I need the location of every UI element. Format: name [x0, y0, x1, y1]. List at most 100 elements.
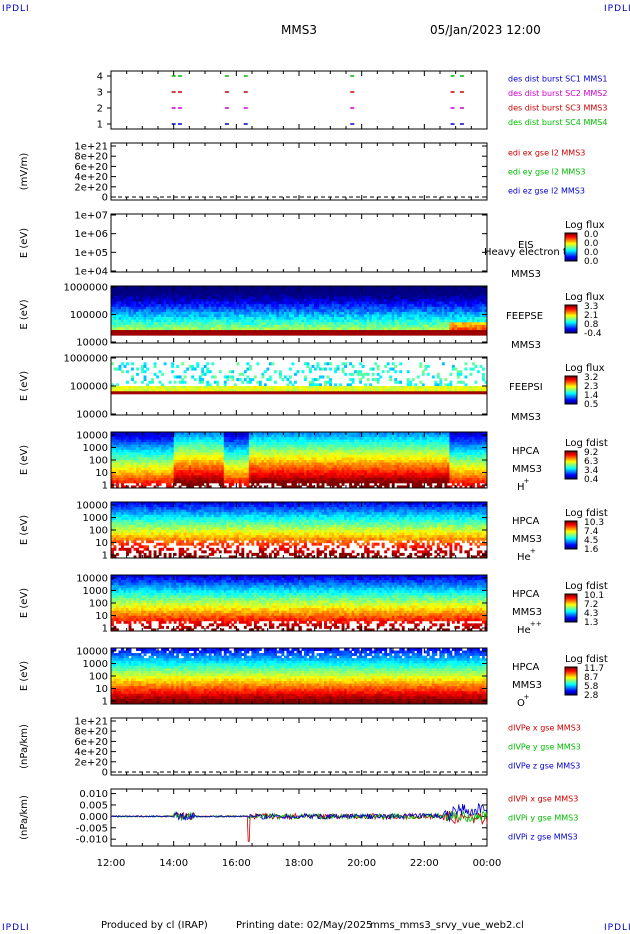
feepsi-cell — [261, 388, 265, 392]
hpca_h-cell — [146, 460, 149, 463]
hpca_h-cell — [141, 444, 144, 448]
feepsi-cell — [191, 391, 195, 395]
hpca_h-cell — [113, 465, 117, 469]
hpca_h-cell — [171, 475, 175, 479]
feepse-cell — [406, 309, 410, 313]
hpca_h-cell — [201, 442, 205, 446]
feepse-cell — [471, 301, 475, 305]
feepse-cell — [324, 317, 327, 321]
feepse-cell — [329, 319, 332, 323]
feepse-cell — [379, 304, 383, 308]
feepsi-cell — [449, 388, 453, 392]
feepse-cell — [341, 314, 345, 318]
hpca_h-cell — [126, 452, 129, 456]
feepsi-cell — [474, 391, 478, 395]
feepse-cell — [283, 298, 287, 302]
feepse-cell — [484, 319, 488, 323]
feepsi-cell — [171, 391, 175, 395]
feepse-cell — [168, 296, 172, 300]
feepsi-cell — [304, 391, 307, 395]
hpca_h-cell — [123, 437, 127, 441]
feepsi-cell — [316, 364, 320, 368]
feepse-cell — [374, 304, 378, 308]
feepsi-cell — [451, 388, 455, 392]
feepse-cell — [188, 286, 192, 289]
feepse-cell — [261, 306, 265, 310]
hpca_h-cell — [166, 447, 170, 451]
hpca_h-cell — [183, 449, 187, 453]
feepse-cell — [163, 296, 167, 300]
feepse-cell — [444, 314, 448, 318]
feepse-cell — [349, 324, 353, 328]
feepse-cell — [409, 322, 413, 326]
feepse-cell — [211, 311, 215, 315]
feepsi-cell — [366, 378, 370, 382]
feepse-cell — [176, 322, 180, 326]
feepse-cell — [459, 324, 463, 328]
feepse-cell — [221, 291, 225, 295]
feepse-cell — [449, 317, 453, 321]
feepse-cell — [276, 304, 280, 308]
feepsi-cell — [231, 378, 235, 382]
feepse-cell — [131, 296, 134, 300]
feepsi-cell — [456, 388, 460, 392]
feepse-cell — [246, 309, 250, 313]
feepse-cell — [391, 296, 395, 300]
feepse-cell — [288, 288, 292, 292]
hpca_h-cell — [178, 437, 182, 441]
feepsi-cell — [138, 388, 142, 392]
feepse-cell — [356, 293, 360, 297]
feepse-cell — [221, 332, 225, 336]
hpca_h-cell — [151, 442, 155, 446]
feepse-cell — [399, 319, 403, 323]
feepse-cell — [116, 327, 119, 331]
feepse-cell — [281, 293, 285, 297]
hpca_h-cell — [136, 454, 139, 458]
feepsi-cell — [354, 386, 358, 390]
feepse-cell — [191, 319, 195, 323]
hpca_h-cell — [151, 444, 155, 448]
feepse-cell — [111, 288, 114, 292]
feepse-cell — [381, 314, 385, 318]
feepse-cell — [454, 306, 458, 310]
feepse-cell — [409, 327, 413, 331]
feepse-cell — [256, 322, 260, 326]
feepse-cell — [369, 332, 373, 336]
feepse-cell — [426, 304, 430, 308]
feepse-cell — [436, 304, 440, 308]
feepse-cell — [186, 291, 190, 295]
hpca_h-cell — [198, 465, 202, 469]
feepse-cell — [431, 324, 435, 328]
feepse-cell — [216, 327, 220, 331]
hpca_h-cell — [198, 467, 202, 471]
feepse-cell — [273, 293, 277, 297]
feepse-cell — [153, 314, 157, 318]
feepsi-cell — [183, 370, 187, 374]
feepsi-cell — [113, 386, 117, 390]
feepsi-cell — [366, 372, 370, 376]
feepse-cell — [153, 324, 157, 328]
feepse-cell — [394, 291, 398, 295]
feepsi-cell — [444, 378, 448, 382]
feepse-cell — [176, 306, 180, 310]
feepse-cell — [293, 286, 297, 289]
eis-spacecraft-label: MMS3 — [511, 269, 541, 280]
feepse-cell — [369, 309, 373, 313]
burst-ytick-label: 2 — [97, 104, 103, 115]
feepse-cell — [291, 324, 295, 328]
feepse-cell — [266, 322, 270, 326]
feepse-cell — [178, 332, 182, 336]
feepsi-cell — [186, 391, 190, 395]
feepse-cell — [364, 330, 368, 334]
feepse-cell — [126, 296, 129, 300]
feepse-cell — [111, 317, 114, 321]
feepsi-cell — [339, 383, 343, 387]
hpca_h-cell — [121, 485, 124, 489]
hpca_h-cell — [141, 460, 144, 463]
feepse-cell — [459, 311, 463, 315]
feepse-cell — [173, 324, 177, 328]
feepse-cell — [196, 324, 200, 328]
feepsi-cell — [361, 388, 365, 392]
feepsi-cell — [141, 388, 144, 392]
feepsi-cell — [314, 391, 317, 395]
